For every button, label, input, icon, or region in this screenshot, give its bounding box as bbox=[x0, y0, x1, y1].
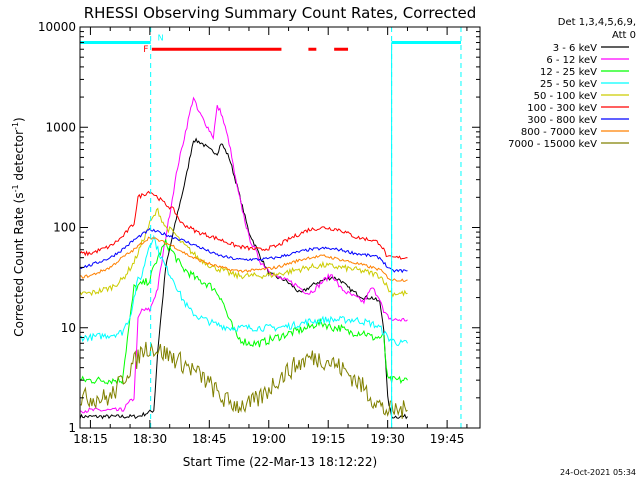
x-tick-label: 19:00 bbox=[251, 432, 286, 446]
flare-flag-label: F bbox=[143, 45, 148, 55]
x-tick-label: 19:45 bbox=[430, 432, 465, 446]
legend-label-8: 800 - 7000 keV bbox=[521, 127, 597, 138]
legend-header-2: Att 0 bbox=[612, 30, 636, 41]
y-tick-label: 100 bbox=[53, 221, 76, 235]
series-layer bbox=[79, 96, 408, 420]
series-line-1 bbox=[79, 137, 408, 420]
y-axis-label-sup2: -1 bbox=[11, 122, 20, 130]
legend-label-1: 3 - 6 keV bbox=[553, 43, 597, 54]
x-tick-label: 18:45 bbox=[192, 432, 227, 446]
legend-label-5: 50 - 100 keV bbox=[534, 91, 598, 102]
plot-frame bbox=[79, 26, 481, 429]
legend-label-2: 6 - 12 keV bbox=[546, 55, 597, 66]
legend-label-7: 300 - 800 keV bbox=[527, 115, 597, 126]
legend-label-4: 25 - 50 keV bbox=[540, 79, 597, 90]
chart-title: RHESSI Observing Summary Count Rates, Co… bbox=[84, 4, 477, 22]
series-line-8 bbox=[80, 236, 408, 282]
night-flag-label: N bbox=[158, 34, 164, 43]
legend-header-1: Det 1,3,4,5,6,9, bbox=[558, 17, 636, 28]
series-line-6 bbox=[79, 190, 408, 260]
axes: 1 10 100 1000 10000 18:15 18:30 18:45 19:00 19:15… bbox=[38, 20, 481, 446]
series-line-7 bbox=[79, 227, 408, 274]
x-tick-label: 19:15 bbox=[311, 432, 346, 446]
svg-text:Corrected Count Rate (s-1 dete: Corrected Count Rate (s-1 detector-1) bbox=[11, 117, 26, 336]
x-tick-label: 19:30 bbox=[370, 432, 405, 446]
legend-label-3: 12 - 25 keV bbox=[540, 67, 597, 78]
y-tick-label: 1 bbox=[68, 421, 76, 435]
x-tick-label: 18:30 bbox=[133, 432, 168, 446]
y-tick-label: 10000 bbox=[38, 20, 76, 34]
observing-flags: FN bbox=[80, 27, 462, 428]
timestamp: 24-Oct-2021 05:34 bbox=[560, 468, 636, 477]
series-line-4 bbox=[79, 234, 408, 347]
y-axis-label-mid: detector bbox=[12, 130, 26, 185]
y-axis-label: Corrected Count Rate (s-1 detector-1) bbox=[11, 117, 26, 336]
y-tick-label: 1000 bbox=[45, 120, 76, 134]
series-line-9 bbox=[79, 341, 408, 419]
series-line-2 bbox=[79, 96, 408, 414]
x-axis-label: Start Time (22-Mar-13 18:12:22) bbox=[183, 455, 377, 469]
series-line-3 bbox=[79, 239, 408, 385]
legend-label-9: 7000 - 15000 keV bbox=[508, 139, 597, 150]
x-tick-label: 18:15 bbox=[73, 432, 108, 446]
legend-label-6: 100 - 300 keV bbox=[527, 103, 597, 114]
y-axis-label-end: ) bbox=[12, 117, 26, 122]
y-tick-label: 10 bbox=[61, 321, 76, 335]
series-line-5 bbox=[79, 207, 408, 298]
y-axis-label-main: Corrected Count Rate (s bbox=[12, 192, 26, 336]
y-axis-label-sup1: -1 bbox=[11, 184, 20, 192]
